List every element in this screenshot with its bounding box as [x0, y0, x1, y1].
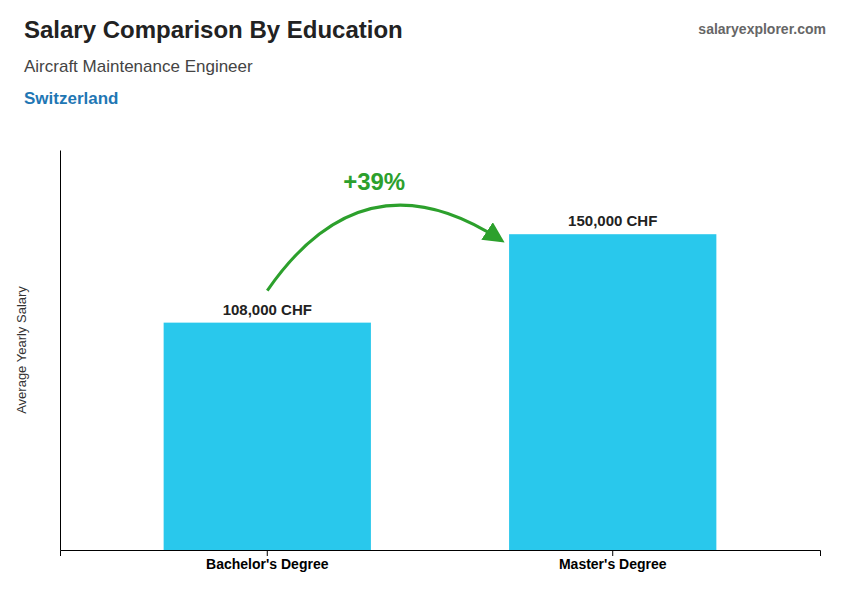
y-axis-label: Average Yearly Salary [14, 286, 29, 414]
x-tick: Master's Degree [559, 550, 667, 572]
subtitle: Aircraft Maintenance Engineer [24, 57, 253, 76]
chart-svg: Salary Comparison By Education Aircraft M… [0, 0, 850, 606]
x-axis-line [61, 551, 821, 557]
x-tick: Bachelor's Degree [206, 550, 329, 572]
data-label: 108,000 CHF [223, 301, 312, 318]
x-tick-label: Master's Degree [559, 556, 667, 572]
title: Salary Comparison By Education [24, 16, 403, 43]
bar [164, 323, 371, 550]
data-label: 150,000 CHF [568, 212, 657, 229]
bars [164, 234, 717, 550]
bar [509, 234, 716, 550]
change-arrow [267, 205, 501, 291]
y-axis [60, 151, 61, 551]
source-annotation: salaryexplorer.com [698, 21, 826, 37]
plot: Bachelor's Degree Master's Degree 108,000 … [61, 151, 821, 572]
country-annotation: Switzerland [24, 89, 118, 108]
x-tick-label: Bachelor's Degree [206, 556, 329, 572]
change-annotation: +39% [343, 168, 405, 195]
x-axis: Bachelor's Degree Master's Degree [61, 550, 821, 572]
y-axis-line [60, 151, 61, 551]
